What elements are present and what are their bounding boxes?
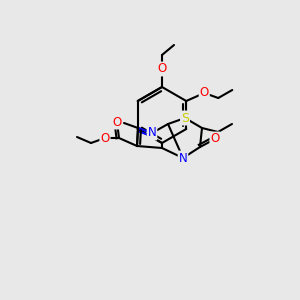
Text: S: S <box>181 112 189 124</box>
Text: N: N <box>178 152 188 164</box>
Text: N: N <box>148 127 156 140</box>
Text: O: O <box>158 62 166 76</box>
Text: O: O <box>100 131 109 145</box>
Text: O: O <box>200 86 209 100</box>
Text: O: O <box>210 133 220 146</box>
Text: O: O <box>112 116 122 128</box>
